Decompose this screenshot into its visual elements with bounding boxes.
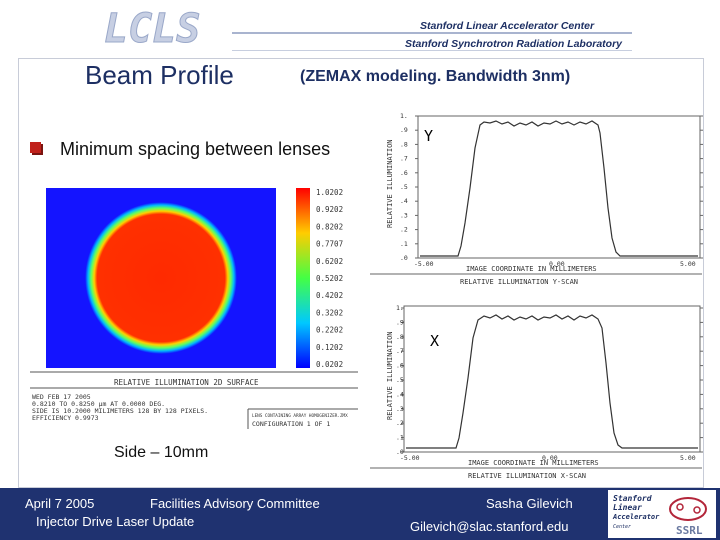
x-ytick-6: .4 [396, 390, 404, 398]
header-rule [232, 32, 632, 34]
colorbar-tick-8: 0.2202 [316, 326, 343, 335]
y-xtick-1: 0.00 [549, 260, 565, 268]
x-ytick-4: .6 [396, 362, 404, 370]
footer-email: Gilevich@slac.stanford.edu [410, 519, 569, 534]
x-plot-label: X [430, 332, 439, 350]
colorbar-tick-6: 0.4202 [316, 291, 343, 300]
colorbar-tick-7: 0.3202 [316, 308, 343, 317]
colorbar-tick-5: 0.5202 [316, 274, 343, 283]
y-ytick-5: .5 [400, 183, 408, 191]
x-xtick-1: 0.00 [542, 454, 558, 462]
y-ytick-6: .4 [400, 197, 408, 205]
y-ytick-7: .3 [400, 211, 408, 219]
x-ytick-7: .3 [396, 405, 404, 413]
x-ytick-5: .5 [396, 376, 404, 384]
surface-config-line-2: CONFIGURATION 1 OF 1 [252, 420, 330, 428]
surface-info-line-3: SIDE IS 10.2000 MILIMETERS 128 BY 128 PI… [32, 407, 208, 415]
colorbar-tick-10: 0.0202 [316, 360, 343, 369]
y-plot-caption: RELATIVE ILLUMINATION Y-SCAN [460, 278, 578, 286]
lcls-logo-text: LCLS [104, 6, 200, 50]
x-ytick-10: .0 [396, 448, 404, 456]
bullet-icon [30, 142, 41, 153]
y-ytick-8: .2 [400, 226, 408, 234]
y-plot-label: Y [424, 127, 433, 145]
logo-line-4: Center [613, 524, 631, 530]
org-name-slac: Stanford Linear Accelerator Center [420, 20, 595, 32]
x-ytick-9: .1 [396, 434, 404, 442]
y-ytick-9: .1 [400, 240, 408, 248]
ssrl-ring-icon [669, 497, 707, 521]
surface-info-line-1: WED FEB 17 2005 [32, 393, 91, 401]
slide-subtitle: (ZEMAX modeling. Bandwidth 3nm) [300, 68, 571, 85]
x-scan-plot: RELATIVE ILLUMINATION 1. .9 .8 .7 .6 .5 .4 .3 .2… [370, 304, 703, 480]
footer-author: Sasha Gilevich [486, 496, 573, 511]
y-plot-frame [417, 115, 701, 259]
footer-bar [0, 488, 720, 540]
footer-date: April 7 2005 [25, 496, 95, 511]
ssrl-text: SSRL [676, 524, 703, 537]
surface-plot-panel: 1.0202 0.9202 0.8202 0.7707 0.6202 0.5202 0.42… [30, 188, 358, 429]
x-xtick-0: -5.00 [400, 454, 420, 462]
surface-info-line-4: EFFICIENCY 0.9973 [32, 414, 99, 422]
beam-spot [85, 202, 237, 354]
x-ytick-2: .8 [396, 333, 404, 341]
x-plot-xticks: -5.00 0.00 5.00 [400, 454, 696, 462]
lcls-logo: LCLS [104, 6, 201, 50]
y-ytick-4: .6 [400, 169, 408, 177]
y-xtick-2: 5.00 [680, 260, 696, 268]
surface-info-line-2: 0.8210 TO 0.8250 µm AT 0.0000 DEG. [32, 400, 165, 408]
y-plot-ylabel: RELATIVE ILLUMINATION [386, 139, 394, 228]
y-plot-xlabel: IMAGE COORDINATE IN MILLIMETERS [466, 265, 597, 273]
x-ytick-0: 1. [396, 304, 404, 312]
x-plot-caption: RELATIVE ILLUMINATION X-SCAN [468, 472, 586, 480]
colorbar-tick-3: 0.7707 [316, 240, 343, 249]
y-scan-plot: RELATIVE ILLUMINATION 1. .9 .8 .7 .6 .5 .4 .3 .2… [370, 112, 703, 286]
x-ytick-8: .2 [396, 419, 404, 427]
slac-ssrl-logo: Stanford Linear Accelerator Center SSRL [612, 494, 707, 537]
bullet-text: Minimum spacing between lenses [60, 139, 331, 159]
x-plot-xlabel: IMAGE COORDINATE IN MILLIMETERS [468, 459, 599, 467]
y-plot-xticks: -5.00 0.00 5.00 [414, 260, 696, 268]
surface-plot-caption: RELATIVE ILLUMINATION 2D SURFACE [114, 378, 259, 387]
y-ytick-1: .9 [400, 126, 408, 134]
y-plot-yticks: 1. .9 .8 .7 .6 .5 .4 .3 .2 .1 .0 [400, 112, 703, 262]
colorbar-tick-4: 0.6202 [316, 257, 343, 266]
y-plot-curve [420, 120, 698, 257]
y-ytick-2: .8 [400, 140, 408, 148]
footer-logos: Stanford Linear Accelerator Center SSRL [608, 490, 716, 538]
y-ytick-0: 1. [400, 112, 408, 120]
x-plot-ylabel: RELATIVE ILLUMINATION [386, 331, 394, 420]
colorbar-tick-1: 0.9202 [316, 205, 343, 214]
colorbar-tick-0: 1.0202 [316, 188, 343, 197]
header-rule-2 [232, 50, 632, 51]
footer-committee: Facilities Advisory Committee [150, 496, 320, 511]
x-ytick-3: .7 [396, 347, 404, 355]
colorbar-ticks: 1.0202 0.9202 0.8202 0.7707 0.6202 0.5202 0.42… [316, 188, 343, 369]
footer-talk: Injector Drive Laser Update [36, 514, 195, 529]
org-name-ssrl: Stanford Synchrotron Radiation Laborator… [405, 38, 623, 50]
surface-config-line-1: LENS CONTAINING ARRAY HOMOGENIZER.ZMX [252, 413, 348, 419]
x-plot-yticks: 1. .9 .8 .7 .6 .5 .4 .3 .2 .1 .0 [396, 304, 703, 456]
x-ytick-1: .9 [396, 318, 404, 326]
colorbar [296, 188, 310, 368]
y-xtick-0: -5.00 [414, 260, 434, 268]
logo-line-3: Accelerator [612, 513, 660, 521]
logo-line-2: Linear [613, 502, 642, 512]
logo-line-1: Stanford [613, 494, 652, 503]
colorbar-tick-2: 0.8202 [316, 222, 343, 231]
x-xtick-2: 5.00 [680, 454, 696, 462]
slide-title: Beam Profile [85, 60, 234, 90]
y-ytick-3: .7 [400, 155, 408, 163]
y-ytick-10: .0 [400, 254, 408, 262]
colorbar-tick-9: 0.1202 [316, 343, 343, 352]
x-plot-frame [403, 305, 701, 453]
x-plot-curve [406, 314, 698, 449]
side-caption: Side – 10mm [114, 444, 209, 461]
